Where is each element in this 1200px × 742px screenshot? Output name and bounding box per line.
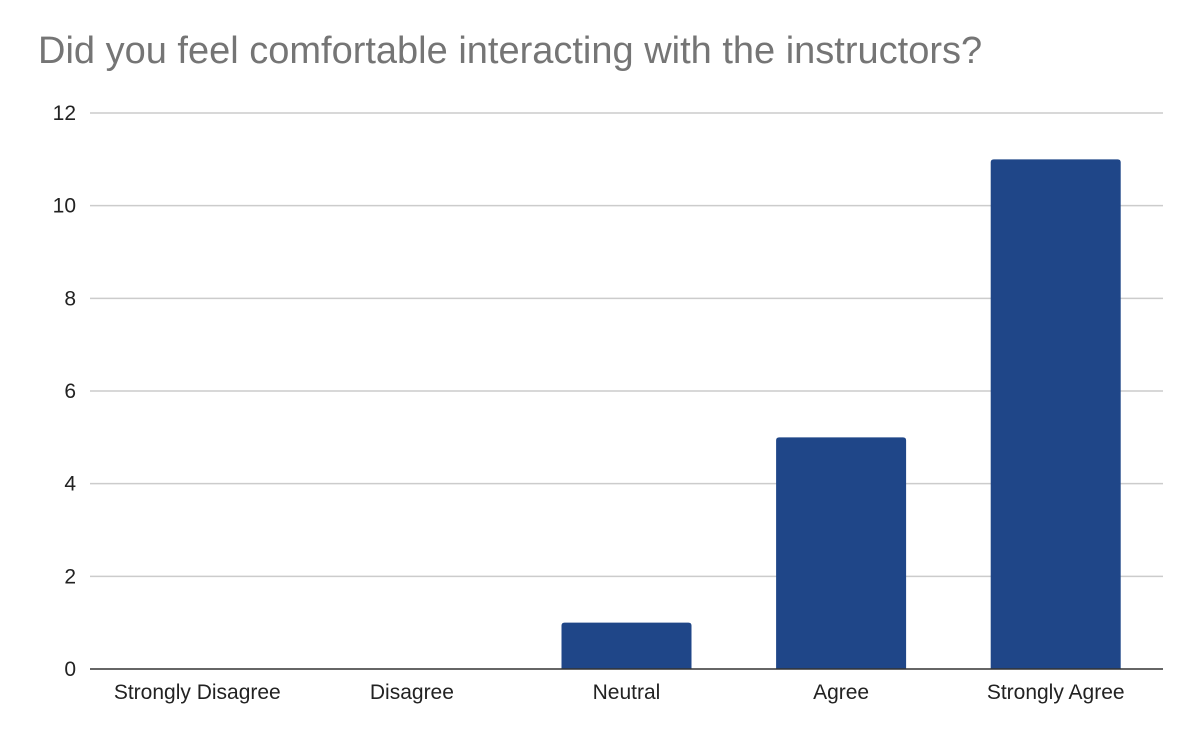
x-tick-label: Neutral bbox=[593, 681, 661, 704]
y-tick-label: 2 bbox=[64, 565, 76, 588]
x-axis-labels: Strongly Disagree Disagree Neutral Agree Str… bbox=[114, 681, 1125, 704]
y-tick-label: 4 bbox=[64, 473, 76, 496]
y-tick-label: 6 bbox=[64, 380, 76, 403]
chart-title: Did you feel comfortable interacting wit… bbox=[38, 30, 983, 72]
x-tick-label: Agree bbox=[813, 681, 869, 704]
bar-strongly-agree bbox=[990, 159, 1121, 670]
y-tick-label: 8 bbox=[64, 287, 76, 310]
y-axis-ticks: 0 2 4 6 8 10 12 bbox=[53, 102, 77, 681]
gridlines bbox=[90, 112, 1163, 578]
y-tick-label: 10 bbox=[53, 195, 76, 218]
y-tick-label: 0 bbox=[64, 658, 76, 681]
x-tick-label: Strongly Agree bbox=[987, 681, 1125, 704]
bar-neutral bbox=[561, 622, 692, 669]
bars bbox=[561, 159, 1121, 670]
x-tick-label: Disagree bbox=[370, 681, 454, 704]
y-tick-label: 12 bbox=[53, 102, 76, 125]
bar-agree bbox=[776, 437, 907, 669]
x-tick-label: Strongly Disagree bbox=[114, 681, 281, 704]
